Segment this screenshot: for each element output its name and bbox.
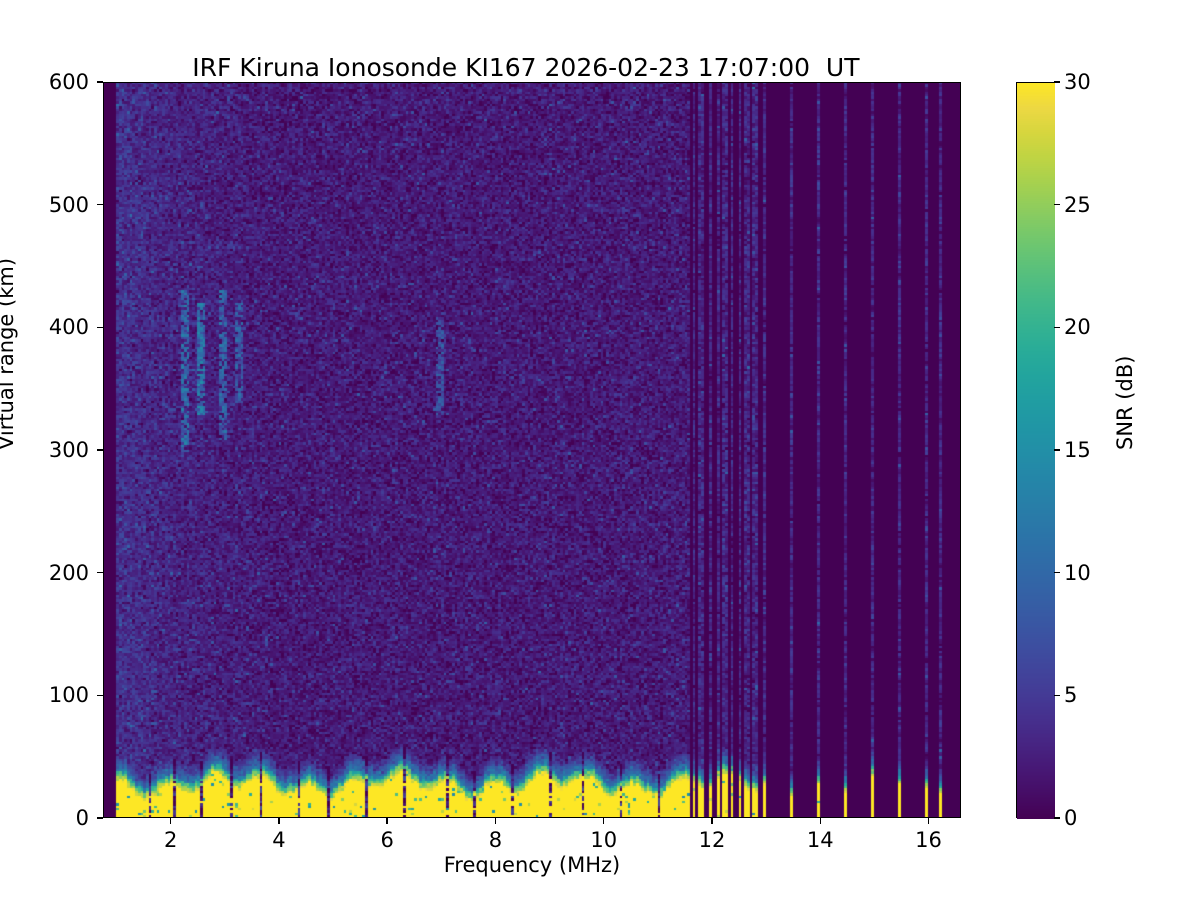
colorbar-tick-mark: [1054, 817, 1060, 819]
y-tick-label: 0: [75, 806, 89, 830]
x-tick-mark: [927, 818, 930, 824]
colorbar-tick-label: 20: [1064, 315, 1091, 340]
x-tick-label: 2: [163, 828, 178, 852]
y-tick-label: 400: [48, 315, 89, 340]
x-tick-mark: [602, 818, 605, 824]
y-tick-label: 500: [48, 192, 89, 217]
y-tick-mark: [97, 81, 103, 83]
colorbar-tick-label: 30: [1064, 70, 1091, 94]
y-tick-mark: [97, 326, 103, 329]
x-tick-mark: [494, 818, 497, 824]
x-tick-mark: [169, 818, 172, 824]
colorbar-tick-mark: [1054, 694, 1060, 697]
colorbar-tick-mark: [1054, 326, 1060, 329]
x-tick-mark: [278, 818, 280, 824]
colorbar: [1016, 82, 1055, 819]
colorbar-tick-mark: [1054, 571, 1060, 574]
y-tick-mark: [97, 571, 103, 574]
colorbar-tick-label: 5: [1064, 683, 1078, 708]
y-axis-label: Virtual range (km): [0, 257, 18, 450]
x-tick-label: 12: [698, 828, 726, 852]
y-tick-label: 600: [48, 70, 89, 94]
x-tick-label: 14: [806, 828, 834, 852]
x-tick-mark: [711, 818, 713, 824]
colorbar-gradient: [1017, 83, 1055, 819]
x-tick-label: 6: [380, 828, 394, 852]
colorbar-tick-label: 10: [1064, 560, 1091, 585]
x-tick-label: 10: [590, 828, 618, 852]
colorbar-tick-label: 25: [1064, 192, 1091, 217]
x-tick-mark: [386, 818, 388, 824]
colorbar-tick-mark: [1054, 81, 1060, 83]
x-tick-label: 16: [915, 828, 942, 852]
x-axis-label: Frequency (MHz): [443, 853, 621, 877]
ionogram-heatmap: [104, 83, 960, 817]
x-tick-label: 4: [272, 828, 286, 852]
y-tick-label: 100: [48, 683, 89, 708]
y-tick-label: 200: [48, 560, 89, 585]
y-tick-mark: [97, 694, 103, 697]
ionogram-plot-area[interactable]: [103, 82, 961, 818]
y-tick-mark: [97, 817, 103, 819]
colorbar-label: SNR (dB): [1113, 355, 1137, 450]
title-line-1: IRF Kiruna Ionosonde KI167 2026-02-23 17…: [192, 53, 860, 82]
x-tick-mark: [819, 818, 821, 824]
colorbar-tick-label: 15: [1064, 438, 1091, 462]
colorbar-tick-mark: [1054, 203, 1060, 206]
y-tick-mark: [97, 203, 103, 206]
x-tick-label: 8: [488, 828, 503, 852]
colorbar-tick-label: 0: [1064, 806, 1078, 830]
colorbar-tick-mark: [1054, 449, 1060, 451]
y-tick-mark: [97, 449, 103, 451]
y-tick-label: 300: [48, 438, 89, 462]
